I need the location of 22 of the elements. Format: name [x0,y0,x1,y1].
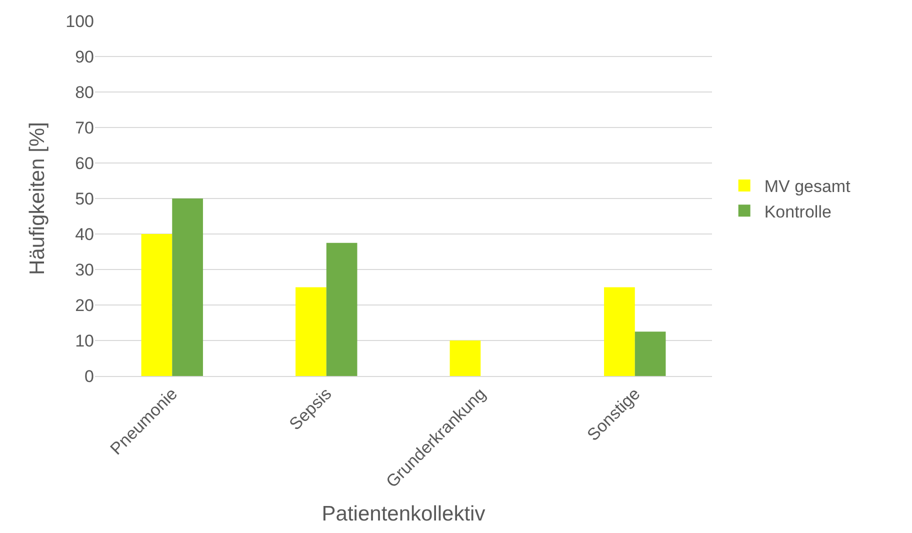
y-tick-label: 90 [75,47,94,66]
bar [450,340,481,376]
bar [634,332,666,376]
legend-label: MV gesamt [764,177,851,196]
bar [296,287,326,376]
y-tick-label: 40 [75,224,94,244]
bar [141,234,172,376]
bar [326,242,358,376]
y-tick-label: 70 [75,118,94,138]
x-axis-title: Patientenkollektiv [322,502,486,526]
y-tick-label: 0 [84,366,94,386]
bar [604,287,635,376]
y-tick-label: 60 [75,154,94,173]
y-tick-label: 100 [66,12,94,31]
y-tick-label: 50 [75,189,94,208]
y-tick-label: 20 [75,296,94,315]
bar [172,198,203,376]
legend-label: Kontrolle [764,202,832,222]
y-tick-label: 30 [75,260,94,280]
y-tick-label: 10 [75,331,94,350]
y-tick-label: 80 [75,82,94,102]
y-axis-title: Häufigkeiten [%] [26,122,49,275]
